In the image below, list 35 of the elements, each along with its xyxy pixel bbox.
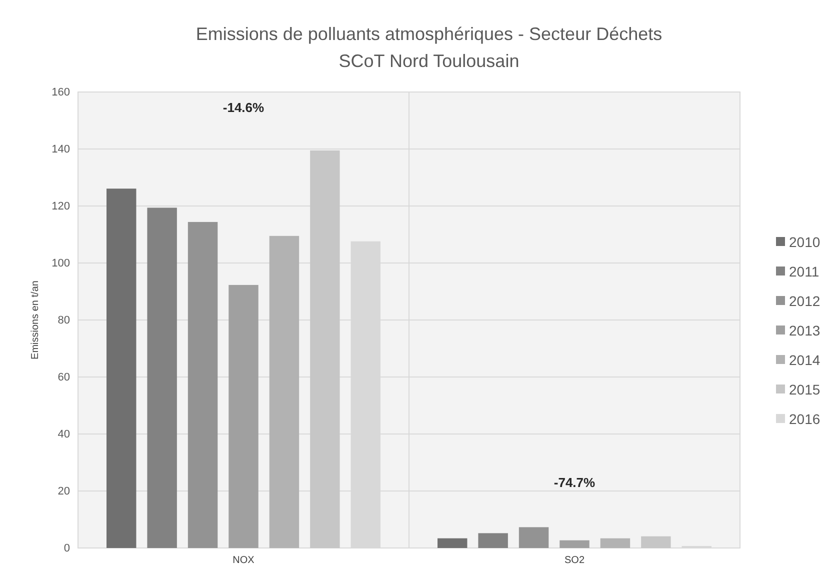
chart-subtitle: SCoT Nord Toulousain: [338, 51, 520, 71]
x-tick-label: NOX: [232, 555, 255, 566]
bar: [600, 538, 630, 548]
legend-label: 2012: [789, 293, 820, 309]
y-axis-title: Emissions en t/an: [30, 280, 41, 360]
bar: [228, 284, 258, 548]
y-tick-label: 100: [52, 258, 70, 270]
y-tick-label: 0: [64, 542, 70, 555]
bar: [478, 533, 508, 548]
y-tick-label: 160: [52, 86, 70, 99]
legend-label: 2013: [789, 322, 820, 338]
legend-label: 2016: [789, 411, 820, 427]
y-tick-label: 120: [52, 200, 70, 213]
y-tick-label: 40: [58, 428, 70, 441]
y-tick-label: 20: [58, 486, 70, 498]
bar: [188, 222, 218, 548]
legend-label: 2015: [789, 382, 820, 398]
bar: [560, 540, 590, 548]
annotation: -14.6%: [222, 100, 265, 115]
bar: [310, 150, 340, 548]
bar: [438, 538, 468, 548]
y-tick-label: 80: [58, 314, 70, 327]
annotation: -74.7%: [554, 475, 596, 490]
chart-title: Emissions de polluants atmosphériques - Secteur Déchets: [196, 24, 662, 44]
bar: [518, 527, 549, 548]
legend-label: 2010: [789, 234, 820, 250]
bar: [147, 208, 177, 548]
bar: [269, 236, 300, 548]
bar: [106, 188, 136, 548]
legend-label: 2014: [789, 352, 820, 368]
y-tick-label: 60: [58, 372, 70, 384]
bar: [641, 536, 671, 548]
legend-label: 2011: [789, 264, 820, 280]
y-tick-label: 140: [52, 144, 70, 156]
x-tick-label: SO2: [564, 555, 585, 566]
